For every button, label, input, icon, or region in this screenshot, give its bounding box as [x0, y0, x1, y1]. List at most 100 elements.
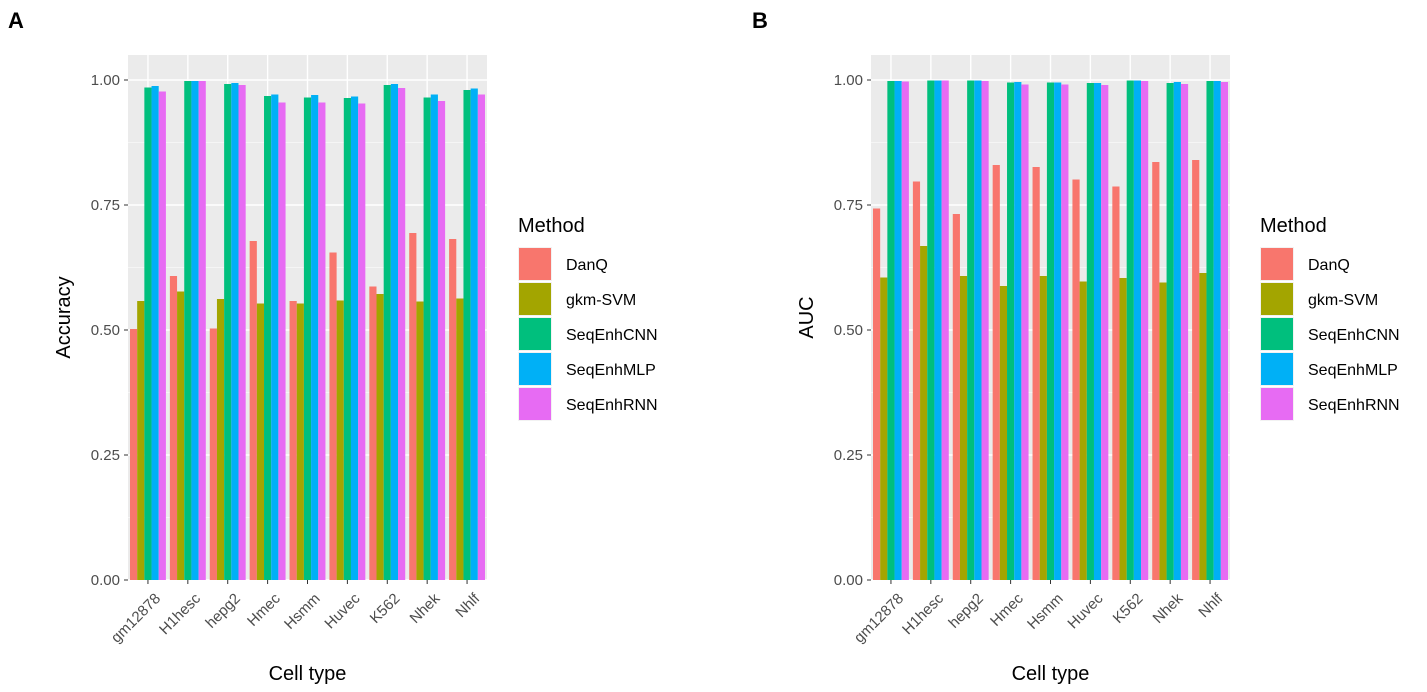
bar-danq-h1hesc [169, 276, 178, 580]
legend-swatch-danq [519, 248, 551, 280]
y-tick-label: 0.50 [834, 322, 863, 339]
legend-swatch-danq [1261, 248, 1293, 280]
bar-gkm-svm-hmec [999, 286, 1008, 580]
legend-label: SeqEnhRNN [566, 397, 658, 414]
legend-swatch-seqenhcnn [519, 318, 551, 350]
bar-seqenhrnn-hepg2 [981, 81, 989, 580]
y-tick-label: 1.00 [834, 72, 863, 89]
bar-seqenhrnn-nhlf [1220, 82, 1229, 580]
bar-gkm-svm-h1hesc [920, 246, 928, 580]
bar-seqenhrnn-k562 [1141, 81, 1149, 580]
legend-swatch-seqenhmlp [1261, 353, 1293, 385]
bar-gkm-svm-hmec [256, 303, 265, 580]
bar-gkm-svm-nhlf [456, 298, 464, 580]
x-tick-label: Nhlf [452, 590, 483, 621]
bar-seqenhrnn-hsmm [1061, 84, 1069, 580]
legend-label: SeqEnhMLP [1308, 362, 1398, 379]
legend-swatch-seqenhrnn [1261, 388, 1293, 420]
legend-title: Method [1260, 215, 1327, 237]
bar-gkm-svm-k562 [1119, 278, 1127, 580]
bar-seqenhcnn-nhek [1166, 83, 1174, 580]
x-tick-label: hepg2 [202, 590, 244, 632]
bar-gkm-svm-huvec [336, 300, 344, 580]
bar-seqenhmlp-hsmm [1054, 82, 1062, 580]
bar-gkm-svm-k562 [376, 294, 384, 580]
bar-danq-nhlf [1192, 160, 1200, 580]
y-tick-label: 0.25 [91, 447, 120, 464]
bar-seqenhcnn-hsmm [303, 97, 312, 580]
x-tick-label: H1hesc [899, 590, 947, 638]
y-tick-label: 0.25 [834, 447, 863, 464]
bar-seqenhrnn-gm12878 [158, 91, 166, 580]
bar-danq-gm12878 [872, 208, 881, 580]
bar-gkm-svm-hepg2 [959, 276, 968, 580]
bar-seqenhcnn-nhek [423, 97, 431, 580]
bar-seqenhmlp-h1hesc [934, 80, 942, 580]
bar-seqenhcnn-hepg2 [967, 80, 975, 580]
legend-swatch-seqenhmlp [519, 353, 551, 385]
bar-danq-huvec [1072, 179, 1080, 580]
x-tick-label: Hsmm [281, 590, 324, 633]
y-tick-label: 0.00 [834, 572, 863, 589]
bar-seqenhcnn-h1hesc [184, 81, 192, 580]
legend-swatch-gkm-svm [519, 283, 551, 315]
bar-seqenhrnn-huvec [358, 103, 366, 580]
bar-seqenhmlp-h1hesc [191, 81, 199, 580]
x-axis-title: Cell type [269, 663, 347, 685]
bar-seqenhmlp-hmec [271, 94, 279, 580]
legend-swatch-gkm-svm [1261, 283, 1293, 315]
bar-seqenhrnn-h1hesc [941, 80, 949, 580]
bar-gkm-svm-nhek [416, 301, 424, 580]
bar-danq-nhlf [449, 239, 457, 580]
bar-seqenhrnn-h1hesc [198, 81, 206, 580]
legend-label: DanQ [566, 257, 608, 274]
bar-gkm-svm-hsmm [1039, 276, 1047, 580]
bar-seqenhmlp-nhlf [1213, 81, 1221, 580]
bar-seqenhcnn-h1hesc [927, 80, 935, 580]
bar-seqenhcnn-hsmm [1046, 82, 1055, 580]
bar-seqenhcnn-nhlf [463, 90, 471, 580]
legend: Method DanQ gkm-SVM SeqEnhCNN SeqEnhMLP SeqEn… [518, 215, 658, 421]
bar-danq-hmec [249, 241, 257, 580]
x-tick-label: Nhek [1150, 590, 1187, 627]
legend-label: SeqEnhRNN [1308, 397, 1400, 414]
legend-label: gkm-SVM [1308, 292, 1378, 309]
bar-seqenhmlp-nhek [1173, 82, 1181, 580]
legend-label: DanQ [1308, 257, 1350, 274]
bar-seqenhmlp-hsmm [311, 95, 319, 580]
legend-swatch-seqenhcnn [1261, 318, 1293, 350]
x-tick-label: K562 [367, 590, 404, 627]
bar-gkm-svm-nhlf [1199, 273, 1207, 580]
y-tick-label: 0.50 [91, 322, 120, 339]
x-tick-label: gm12878 [108, 590, 164, 646]
x-tick-label: Huvec [321, 590, 363, 632]
bar-seqenhrnn-hmec [278, 102, 286, 580]
bar-seqenhcnn-hmec [264, 96, 272, 580]
legend-title: Method [518, 215, 585, 237]
legend-label: SeqEnhCNN [1308, 327, 1400, 344]
bar-seqenhmlp-k562 [390, 84, 399, 580]
bar-seqenhmlp-gm12878 [151, 86, 159, 580]
bar-danq-hepg2 [209, 328, 217, 580]
x-tick-label: H1hesc [156, 590, 204, 638]
x-tick-label: Hsmm [1024, 590, 1067, 633]
bar-danq-hsmm [1032, 167, 1040, 580]
y-tick-label: 0.75 [91, 197, 120, 214]
bar-seqenhrnn-hsmm [318, 102, 326, 580]
panel-label: A [8, 8, 24, 33]
legend-label: gkm-SVM [566, 292, 636, 309]
bar-danq-hepg2 [952, 214, 960, 580]
bar-seqenhmlp-huvec [350, 96, 359, 580]
y-axis-title: AUC [796, 296, 818, 338]
bar-seqenhrnn-gm12878 [901, 81, 909, 580]
bar-seqenhrnn-nhlf [477, 94, 486, 580]
bar-seqenhcnn-hmec [1007, 82, 1015, 580]
bar-seqenhmlp-nhek [430, 94, 438, 580]
bar-seqenhrnn-hepg2 [238, 85, 246, 580]
legend: Method DanQ gkm-SVM SeqEnhCNN SeqEnhMLP SeqEn… [1260, 215, 1400, 421]
y-tick-label: 0.00 [91, 572, 120, 589]
bar-seqenhrnn-k562 [398, 88, 406, 580]
x-tick-label: Hmec [987, 590, 1027, 630]
bar-seqenhcnn-huvec [1086, 83, 1094, 580]
